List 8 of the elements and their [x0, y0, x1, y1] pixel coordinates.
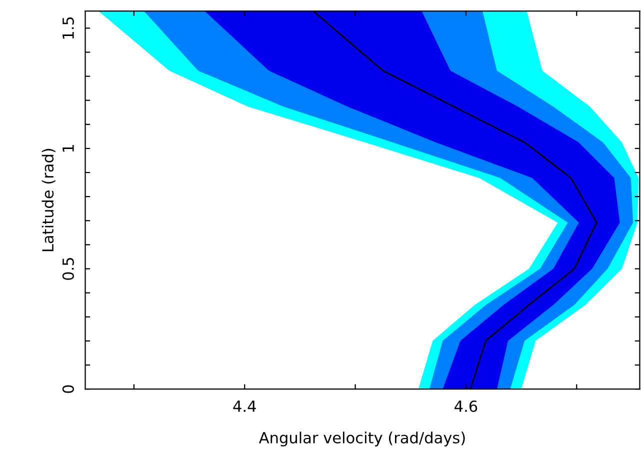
y-tick-label: 1.5 [62, 17, 74, 39]
y-axis-title: Latitude (rad) [42, 148, 56, 252]
x-axis-title: Angular velocity (rad/days) [258, 432, 465, 446]
y-tick-label: 0.5 [62, 258, 74, 280]
x-tick-label: 4.4 [233, 400, 256, 412]
x-tick-label: 4.6 [454, 400, 478, 412]
y-tick-label: 0 [62, 385, 74, 393]
y-tick-label: 1 [62, 145, 74, 152]
